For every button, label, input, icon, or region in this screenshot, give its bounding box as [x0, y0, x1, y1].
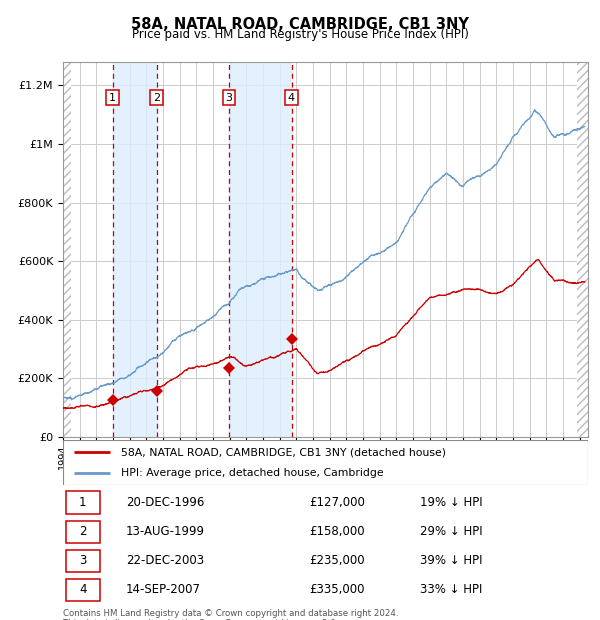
- Text: 4: 4: [79, 583, 86, 596]
- Text: 3: 3: [79, 554, 86, 567]
- Text: 2: 2: [79, 525, 86, 538]
- Bar: [577, 62, 588, 437]
- Text: HPI: Average price, detached house, Cambridge: HPI: Average price, detached house, Camb…: [121, 467, 383, 478]
- Text: £158,000: £158,000: [310, 525, 365, 538]
- Bar: [229, 62, 292, 437]
- Text: 33% ↓ HPI: 33% ↓ HPI: [420, 583, 482, 596]
- Text: £335,000: £335,000: [310, 583, 365, 596]
- Text: 58A, NATAL ROAD, CAMBRIDGE, CB1 3NY: 58A, NATAL ROAD, CAMBRIDGE, CB1 3NY: [131, 17, 469, 32]
- Text: 1: 1: [109, 92, 116, 103]
- Text: 58A, NATAL ROAD, CAMBRIDGE, CB1 3NY (detached house): 58A, NATAL ROAD, CAMBRIDGE, CB1 3NY (det…: [121, 447, 446, 458]
- Text: 4: 4: [288, 92, 295, 103]
- Bar: [63, 62, 71, 437]
- FancyBboxPatch shape: [65, 492, 100, 513]
- Text: 3: 3: [226, 92, 233, 103]
- Text: 14-SEP-2007: 14-SEP-2007: [126, 583, 201, 596]
- Bar: [113, 62, 157, 437]
- Text: Price paid vs. HM Land Registry's House Price Index (HPI): Price paid vs. HM Land Registry's House …: [131, 28, 469, 41]
- FancyBboxPatch shape: [65, 550, 100, 572]
- Text: 20-DEC-1996: 20-DEC-1996: [126, 496, 205, 509]
- Text: £127,000: £127,000: [310, 496, 365, 509]
- FancyBboxPatch shape: [65, 579, 100, 601]
- FancyBboxPatch shape: [65, 521, 100, 542]
- Text: 29% ↓ HPI: 29% ↓ HPI: [420, 525, 482, 538]
- Text: 2: 2: [153, 92, 160, 103]
- Text: 39% ↓ HPI: 39% ↓ HPI: [420, 554, 482, 567]
- Text: £235,000: £235,000: [310, 554, 365, 567]
- Text: 13-AUG-1999: 13-AUG-1999: [126, 525, 205, 538]
- Text: 1: 1: [79, 496, 86, 509]
- Text: Contains HM Land Registry data © Crown copyright and database right 2024.
This d: Contains HM Land Registry data © Crown c…: [63, 609, 398, 620]
- Text: 19% ↓ HPI: 19% ↓ HPI: [420, 496, 482, 509]
- Text: 22-DEC-2003: 22-DEC-2003: [126, 554, 204, 567]
